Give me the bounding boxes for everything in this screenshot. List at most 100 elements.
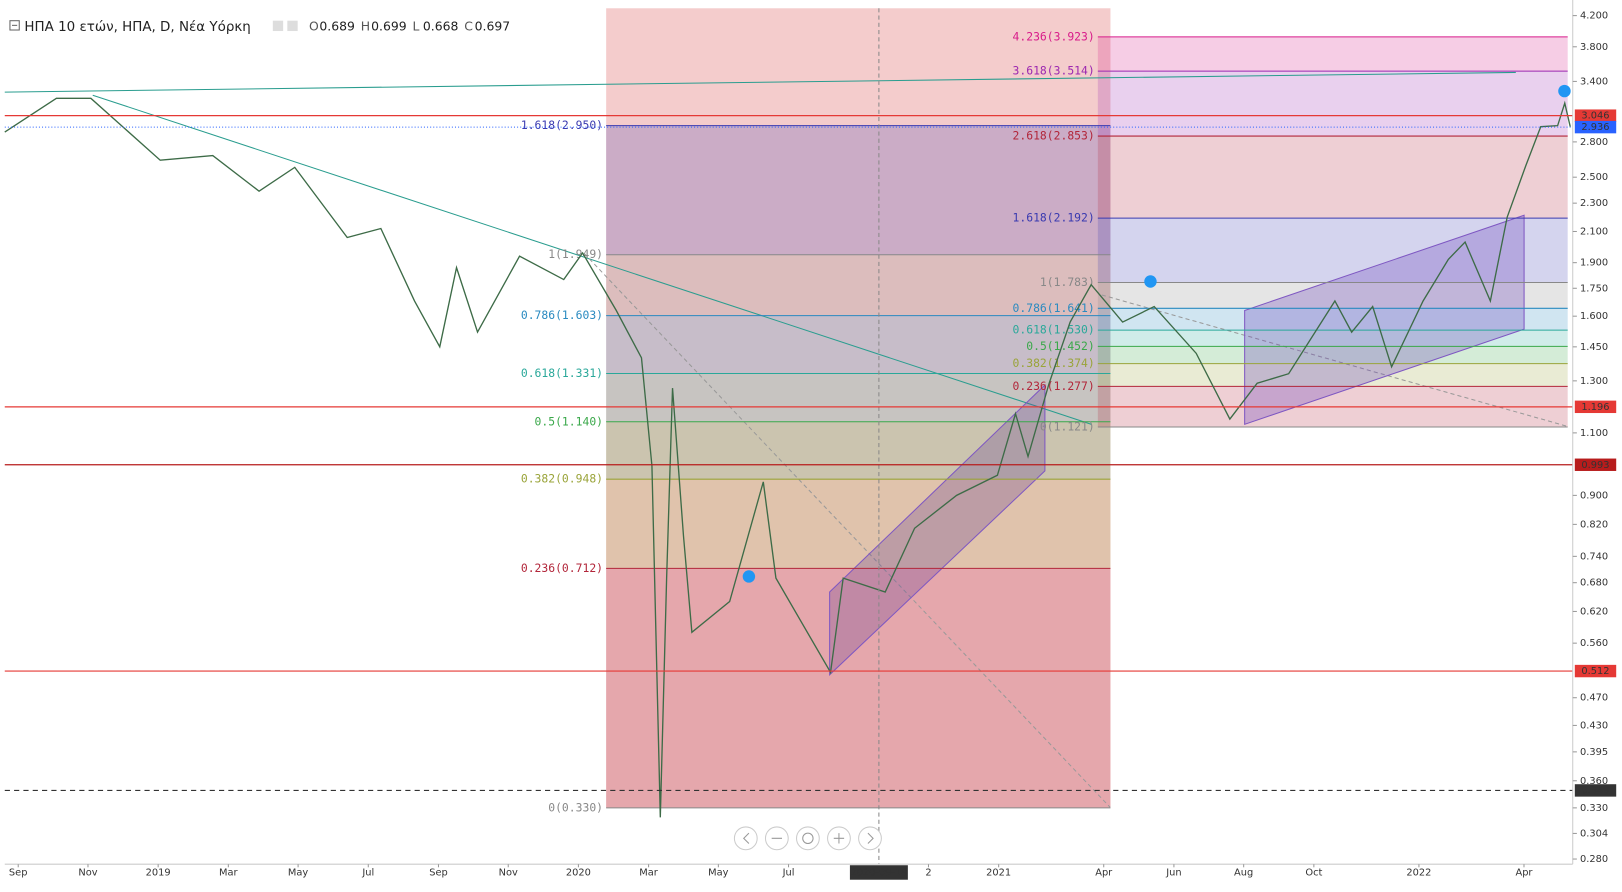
price-label-box [1574, 458, 1617, 471]
y-tick-label: 0.680 [1580, 578, 1608, 589]
foreground-layer: 0(0.330) 0.236(0.712) 0.382(0.948) 0.5(1.14… [4, 8, 1573, 865]
y-tick-label: 0.430 [1580, 720, 1608, 731]
price-label: 0.512 [1581, 666, 1609, 677]
x-tick-label: Mar [219, 867, 239, 878]
ohlc-value: 0.668 [423, 18, 459, 33]
x-tick-label: May [288, 867, 309, 878]
price-label-box [1574, 400, 1617, 414]
x-tick-label: Sep [429, 867, 448, 878]
nav-buttons [733, 826, 882, 851]
price-label-box [1574, 664, 1617, 678]
fib-band [1097, 136, 1568, 219]
fib-level-label: 0(1.121) [1040, 419, 1095, 433]
x-tick-label: Jul [361, 867, 374, 878]
fib-level-label: 1.618(2.192) [1013, 211, 1095, 225]
x-tick-label: 2022 [1406, 867, 1431, 878]
y-tick-label: 0.740 [1580, 551, 1608, 562]
dashed-line [1101, 294, 1568, 427]
ohlc-key: H [361, 18, 370, 33]
y-tick-label: 2.800 [1580, 137, 1608, 148]
x-tick-label: Jul [782, 867, 795, 878]
y-tick-label: 1.300 [1580, 376, 1608, 387]
y-tick-label: 2.100 [1580, 226, 1608, 237]
p-marker[interactable] [742, 570, 756, 583]
ohlc-value: 0.699 [371, 18, 407, 33]
y-tick-label: 1.900 [1580, 258, 1608, 269]
fib-band [606, 125, 1111, 255]
fib-band [606, 315, 1111, 374]
x-tick-label: Sep [9, 867, 28, 878]
fib-band [1097, 308, 1568, 331]
x-tick-label: Mar [639, 867, 659, 878]
y-tick-label: 0.330 [1580, 803, 1608, 814]
p-marker[interactable] [1558, 84, 1571, 98]
fib-level-label: 2.618(2.853) [1013, 129, 1095, 143]
x-tick-label: Jun [1165, 867, 1181, 878]
settings-icon[interactable] [287, 20, 298, 32]
fib-band [606, 254, 1111, 316]
fib-level-label: 3.618(3.514) [1013, 64, 1095, 78]
fib-level-label: 0.382(1.374) [1013, 356, 1095, 370]
y-tick-label: 0.360 [1580, 776, 1608, 787]
fib-background [606, 8, 1111, 808]
chart-title: ΗΠΑ 10 ετών, ΗΠΑ, D, Νέα Υόρκη [24, 19, 250, 35]
y-tick-label: 0.560 [1580, 638, 1608, 649]
scroll-right-button[interactable] [858, 826, 882, 851]
fib-level-label: 0(0.330) [548, 800, 603, 814]
price-label: 3.046 [1581, 111, 1609, 122]
y-tick-label: 3.400 [1580, 76, 1608, 87]
ohlc-value: 0.697 [475, 18, 511, 33]
price-label: 2.936 [1581, 122, 1609, 133]
x-axis-panel [4, 864, 1618, 888]
crosshair-label: 2020-09-18 [850, 867, 907, 878]
ohlc-key: O [309, 18, 319, 33]
fib-level-label: 0.618(1.331) [521, 366, 603, 380]
fib-level-label: 0.618(1.530) [1013, 323, 1095, 337]
reset-button[interactable] [795, 826, 820, 851]
fib-level-label: 1(1.783) [1040, 275, 1095, 289]
y-tick-label: 0.900 [1580, 490, 1608, 501]
settings-icon[interactable] [272, 20, 284, 32]
fib-level-label: 0.5(1.452) [1026, 339, 1094, 353]
reset-icon [802, 832, 814, 845]
y-tick-label: 1.750 [1580, 283, 1608, 294]
x-tick-label: Apr [1515, 867, 1533, 878]
channel [829, 383, 1046, 677]
x-tick-label: Apr [1095, 867, 1113, 878]
fib-band [606, 479, 1111, 569]
x-tick-label: Nov [78, 867, 97, 878]
y-tick-label: 0.395 [1580, 747, 1608, 758]
y-tick-label: 0.280 [1580, 854, 1608, 865]
fib-band [606, 373, 1111, 422]
drawing-layer [4, 71, 1568, 808]
y-tick-label: 0.470 [1580, 693, 1608, 704]
p-marker[interactable] [1144, 275, 1157, 288]
ohlc-key: C [464, 18, 473, 33]
fib-level-label: 1.618(2.950) [521, 118, 603, 132]
nav-icons [742, 832, 874, 844]
y-tick-label: 0.304 [1580, 828, 1608, 839]
collapse-icon[interactable] [9, 20, 20, 31]
price-label-box [1574, 109, 1617, 122]
x-tick-label: 2 [925, 867, 931, 878]
scroll-left-button[interactable] [733, 826, 758, 851]
fib-level-label: 0.786(1.641) [1013, 301, 1095, 315]
price-line [4, 97, 1571, 818]
price-label-box [1574, 784, 1617, 797]
fib-level-label: 0.786(1.603) [521, 308, 603, 322]
trend-line [92, 94, 1092, 425]
x-tick-label: Aug [1234, 867, 1253, 878]
dashed-line [583, 253, 1111, 808]
price-label: 0.993 [1581, 460, 1609, 471]
x-tick-label: 2020 [566, 867, 591, 878]
y-tick-label: 2.500 [1580, 172, 1608, 183]
fib-band [1097, 218, 1568, 283]
y-tick-label: 4.200 [1580, 11, 1608, 22]
fib-band [1097, 36, 1568, 72]
price-label-box [1574, 120, 1617, 134]
fib-band [1097, 71, 1568, 137]
header: ΗΠΑ 10 ετών, ΗΠΑ, D, Νέα Υόρκη O 0.689 H 0.… [9, 18, 511, 35]
crosshair-label-box [849, 865, 908, 880]
